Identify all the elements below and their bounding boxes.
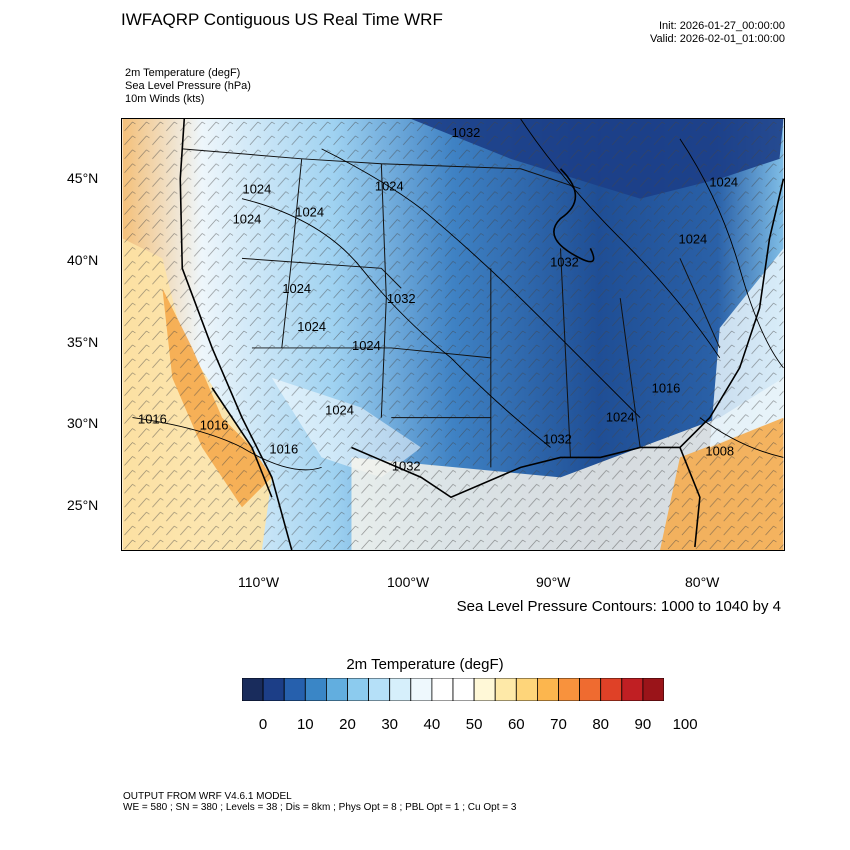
- pressure-label: 1016: [652, 381, 681, 396]
- field-pressure: Sea Level Pressure (hPa): [125, 80, 251, 92]
- colorbar-swatch: [410, 678, 433, 701]
- pressure-label: 1032: [550, 254, 579, 269]
- colorbar-swatch: [494, 678, 517, 701]
- map-title: IWFAQRP Contiguous US Real Time WRF: [121, 10, 443, 29]
- colorbar-label: 10: [296, 716, 314, 733]
- wind-barbs: [122, 119, 784, 550]
- field-temperature: 2m Temperature (degF): [125, 67, 241, 79]
- colorbar-swatch: [304, 678, 327, 701]
- pressure-label: 1016: [138, 412, 167, 427]
- pressure-label: 1032: [543, 431, 572, 446]
- colorbar-label: 100: [672, 716, 698, 733]
- colorbar-swatch: [452, 678, 475, 701]
- pressure-label: 1024: [606, 410, 635, 425]
- colorbar-swatch: [642, 678, 664, 701]
- pressure-label: 1024: [375, 179, 404, 194]
- lat-label: 40°N: [67, 252, 99, 268]
- colorbar-swatch: [283, 678, 306, 701]
- pressure-label: 1024: [325, 403, 354, 418]
- pressure-label: 1032: [392, 458, 421, 473]
- colorbar-swatch: [431, 678, 454, 701]
- colorbar-label: 60: [507, 716, 525, 733]
- colorbar-swatch: [473, 678, 496, 701]
- colorbar-label: 50: [465, 716, 483, 733]
- colorbar-swatch: [600, 678, 623, 701]
- pressure-label: 1016: [269, 441, 298, 456]
- pressure-label: 1024: [243, 182, 272, 197]
- colorbar-swatch: [515, 678, 538, 701]
- coastlines: [179, 119, 784, 550]
- colorbar-swatch: [621, 678, 644, 701]
- colorbar-swatch: [262, 678, 285, 701]
- pressure-label: 1024: [709, 175, 738, 190]
- lon-label: 80°W: [685, 574, 720, 590]
- colorbar-swatch: [536, 678, 559, 701]
- model-info: OUTPUT FROM WRF V4.6.1 MODEL: [123, 791, 292, 802]
- colorbar-swatch: [347, 678, 370, 701]
- colorbar-swatch: [368, 678, 391, 701]
- colorbar-label: 90: [634, 716, 652, 733]
- colorbar-swatch: [326, 678, 348, 701]
- pressure-label: 1024: [352, 338, 381, 353]
- colorbar-label: 40: [423, 716, 441, 733]
- colorbar-label: 70: [550, 716, 567, 733]
- lat-label: 30°N: [67, 415, 99, 431]
- colorbar-swatch: [389, 678, 412, 701]
- pressure-contours: [132, 119, 784, 471]
- colorbar-label: 80: [592, 716, 610, 733]
- lat-label: 45°N: [67, 170, 99, 186]
- lat-label: 25°N: [67, 497, 99, 513]
- colorbar-label: 20: [339, 716, 356, 733]
- colorbar-swatch: [579, 678, 602, 701]
- model-config: WE = 580 ; SN = 380 ; Levels = 38 ; Dis …: [123, 802, 517, 813]
- colorbar-title: 2m Temperature (degF): [346, 656, 504, 673]
- valid-time: Valid: 2026-02-01_01:00:00: [650, 33, 785, 45]
- lon-label: 110°W: [238, 574, 280, 590]
- state-boundaries: [182, 148, 721, 468]
- colorbar-label: 30: [381, 716, 399, 733]
- pressure-label: 1024: [679, 231, 708, 246]
- pressure-label: 1024: [297, 319, 326, 334]
- colorbar: [242, 678, 664, 701]
- pressure-label: 1024: [282, 281, 311, 296]
- pressure-labels: 1032 1024 1024 1024 1024 1024 1024 1032 …: [138, 125, 738, 473]
- lat-label: 35°N: [67, 334, 99, 350]
- lon-label: 90°W: [536, 574, 571, 590]
- lon-label: 100°W: [387, 574, 430, 590]
- pressure-label: 1032: [387, 291, 416, 306]
- pressure-label: 1008: [705, 443, 734, 458]
- pressure-label: 1024: [233, 212, 262, 227]
- colorbar-label: 0: [258, 716, 268, 733]
- pressure-contour-note: Sea Level Pressure Contours: 1000 to 104…: [456, 598, 781, 615]
- pressure-label: 1024: [295, 205, 324, 220]
- pressure-label: 1016: [200, 418, 229, 433]
- pressure-label: 1032: [452, 125, 481, 140]
- colorbar-swatch: [558, 678, 581, 701]
- colorbar-swatch: [242, 678, 264, 701]
- field-winds: 10m Winds (kts): [125, 93, 205, 105]
- init-time: Init: 2026-01-27_00:00:00: [659, 20, 785, 32]
- weather-map: 1032 1024 1024 1024 1024 1024 1024 1032 …: [121, 118, 785, 551]
